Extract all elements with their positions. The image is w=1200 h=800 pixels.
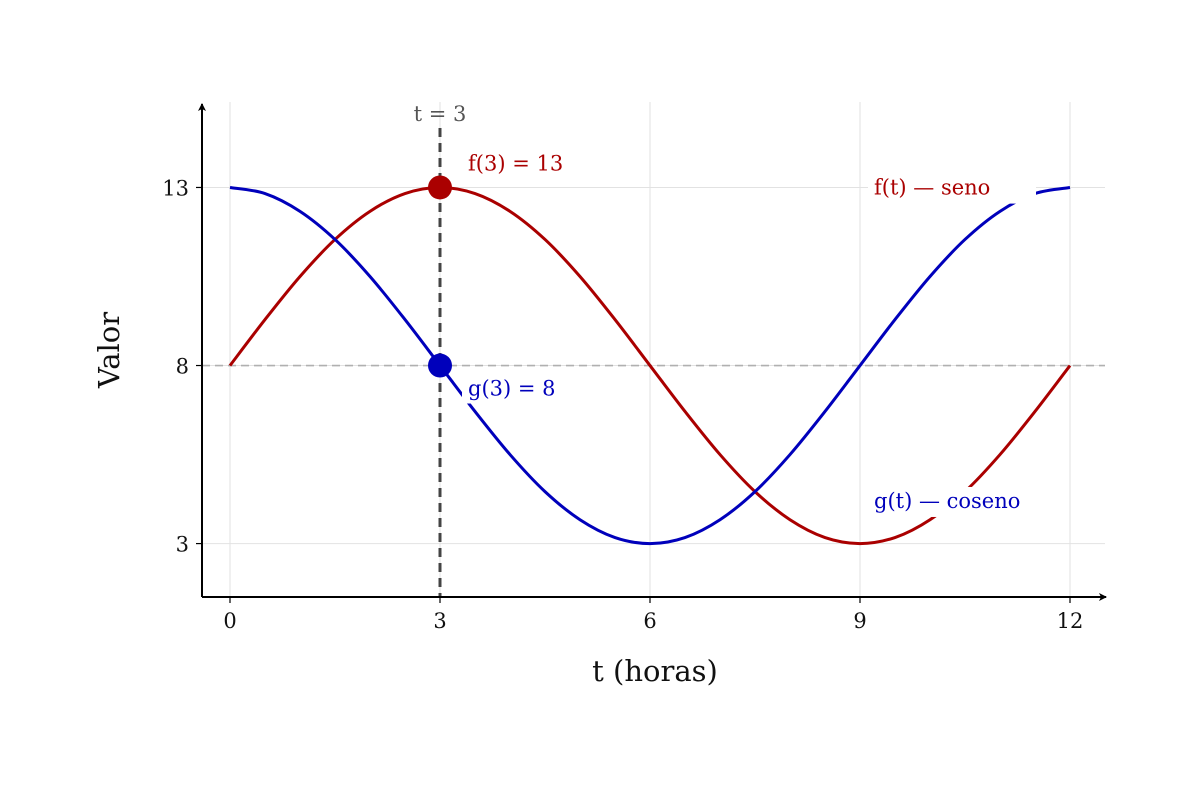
y-axis-label: Valor	[92, 312, 126, 389]
annotations: t = 3 f(3) = 13 g(3) = 8 f(t) — seno g(t) — …	[414, 102, 1036, 517]
x-tick-label: 12	[1057, 609, 1084, 633]
series-line-1	[228, 185, 1072, 546]
highlight-points	[428, 175, 452, 378]
label-background	[462, 375, 570, 404]
series-label-1: f(t) — seno	[874, 176, 990, 200]
x-tick-label: 3	[433, 609, 446, 633]
x-tick-label: 0	[223, 609, 236, 633]
y-tick-label: 8	[176, 355, 189, 379]
reference-lines	[202, 128, 1105, 597]
series-label-2: g(t) — coseno	[874, 489, 1020, 513]
y-tick-label: 13	[162, 176, 189, 200]
series-line-2	[229, 185, 1071, 546]
highlight-point-1	[428, 175, 452, 200]
series-lines	[228, 185, 1072, 546]
x-tick-label: 9	[853, 609, 866, 633]
x-tick-label: 6	[643, 609, 656, 633]
highlight-point-label-2: g(3) = 8	[468, 377, 556, 401]
highlight-point-2	[428, 353, 452, 378]
reference-line-label: t = 3	[414, 102, 467, 126]
y-tick-label: 3	[176, 533, 189, 557]
x-axis-label: t (horas)	[592, 654, 718, 688]
label-background	[868, 486, 1036, 517]
label-background	[868, 173, 1036, 204]
highlight-point-label-1: f(3) = 13	[468, 151, 563, 175]
axes: 0 3 6 9 12 3 8 13	[162, 103, 1107, 633]
